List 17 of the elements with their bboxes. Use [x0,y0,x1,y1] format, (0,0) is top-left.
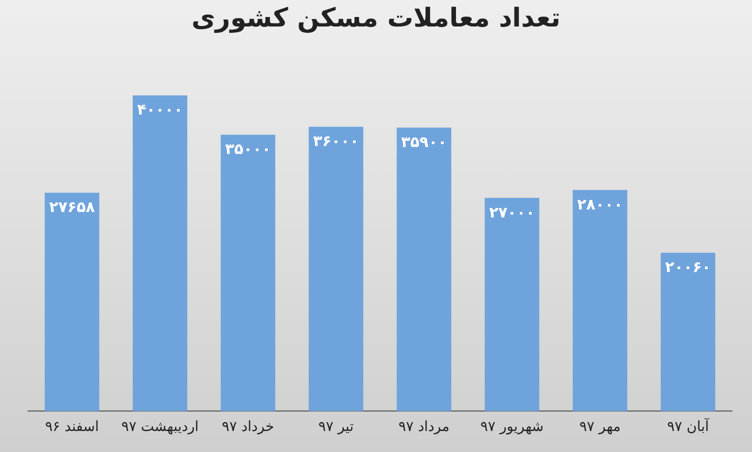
data-label: ۳۶۰۰۰ [313,132,359,150]
x-tick-label: اسفند ۹۶ [45,419,99,436]
data-label: ۳۵۹۰۰ [401,132,447,151]
data-label: ۲۷۰۰۰ [489,203,535,222]
data-label: ۴۰۰۰۰ [137,100,183,119]
x-tick-label: تیر ۹۷ [318,419,354,436]
x-tick-label: مرداد ۹۷ [398,419,450,436]
data-label: ۳۵۰۰۰ [225,140,271,158]
x-tick-label: خرداد ۹۷ [222,419,274,436]
data-label: ۲۸۰۰۰ [577,195,623,214]
x-tick-label: آبان ۹۷ [667,417,710,436]
data-label: ۲۷۶۵۸ [49,198,95,216]
data-label: ۲۰۰۶۰ [665,258,711,276]
x-tick-label: شهریور ۹۷ [480,419,544,436]
x-tick-label: مهر ۹۷ [579,419,621,436]
x-tick-label: اردیبهشت ۹۷ [121,419,199,436]
chart-title: تعداد معاملات مسکن کشوری [191,3,561,34]
